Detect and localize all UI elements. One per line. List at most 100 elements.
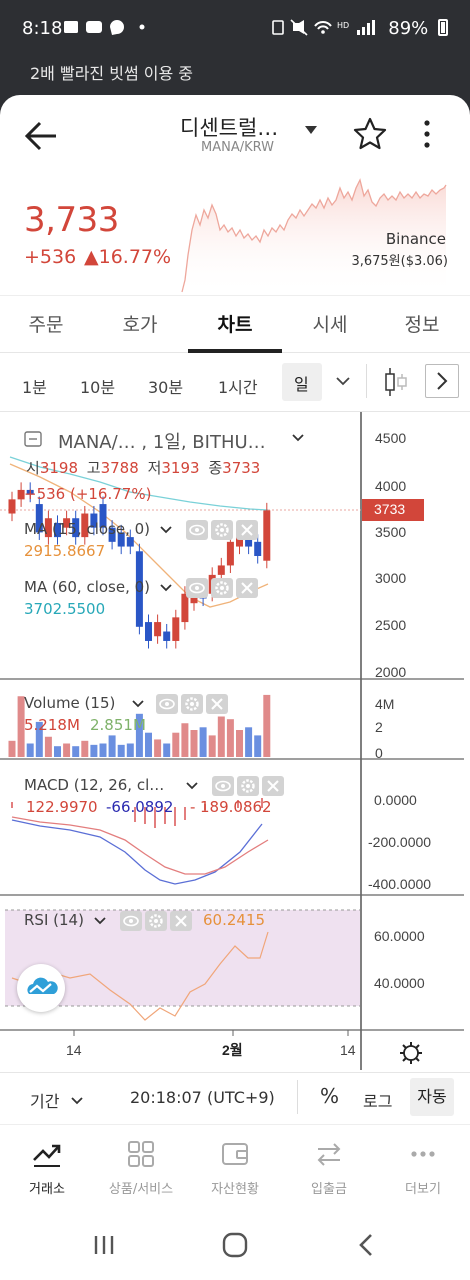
rsi-chevron-icon[interactable] xyxy=(94,917,106,925)
recent-apps-icon[interactable] xyxy=(92,1234,116,1256)
volume-bar xyxy=(8,740,16,757)
tab-market-price[interactable]: 시세 xyxy=(312,314,348,336)
change-line: +536 (+16.77%) xyxy=(24,485,152,503)
interval-chevron-down-icon[interactable] xyxy=(336,376,350,386)
tab-bar: 주문 호가 차트 시세 정보 xyxy=(0,295,470,353)
clock-display[interactable]: 20:18:07 (UTC+9) xyxy=(130,1088,275,1107)
volume-axis-tick: 4M xyxy=(375,696,395,712)
ma60-chevron-icon[interactable] xyxy=(160,584,172,592)
candle xyxy=(26,489,34,495)
back-button[interactable] xyxy=(22,118,62,154)
auto-scale-button[interactable]: 자동 xyxy=(410,1078,454,1116)
volume-axis-tick: 0 xyxy=(375,745,383,761)
arrow-left-icon xyxy=(24,121,56,151)
volume-bars xyxy=(8,694,271,757)
collapse-legend-icon[interactable] xyxy=(24,431,42,447)
tab-orderbook[interactable]: 호가 xyxy=(122,314,158,336)
interval-day-button[interactable]: 일 xyxy=(282,363,322,401)
gear-icon xyxy=(149,914,163,928)
chart-symbol-header[interactable]: MANA/… , 1일, BITHU… xyxy=(58,432,266,453)
eye-icon xyxy=(189,524,205,536)
interval-30min[interactable]: 30분 xyxy=(148,378,184,397)
volume-bar xyxy=(54,746,61,757)
ma60-settings-button[interactable] xyxy=(211,578,233,598)
chart-settings-gear-icon[interactable] xyxy=(398,1040,424,1066)
price-change: +536 xyxy=(24,246,77,268)
page-title[interactable]: 디센트럴… xyxy=(180,116,279,140)
macd-chevron-icon[interactable] xyxy=(186,782,198,790)
nav-assets[interactable]: 자산현황 xyxy=(188,1140,282,1197)
home-icon[interactable] xyxy=(222,1232,248,1258)
volume-chevron-icon[interactable] xyxy=(132,700,144,708)
interval-day-label: 일 xyxy=(294,375,309,394)
active-tab-indicator xyxy=(188,349,282,353)
volume-visibility-button[interactable] xyxy=(156,694,178,714)
ma15-visibility-button[interactable] xyxy=(186,520,208,540)
nav-more[interactable]: 더보기 xyxy=(376,1140,470,1197)
price-change-percent: ▲16.77% xyxy=(84,246,172,268)
candle xyxy=(81,513,89,538)
close-icon xyxy=(211,698,223,710)
ma60-remove-button[interactable] xyxy=(236,578,258,598)
volume-bar xyxy=(72,746,80,757)
macd-value-3: 189.0862 xyxy=(200,798,272,816)
candle xyxy=(126,537,134,547)
system-navigation-bar xyxy=(0,1210,470,1280)
interval-next-button[interactable] xyxy=(425,364,459,398)
interval-divider xyxy=(366,364,367,398)
candle xyxy=(245,537,253,547)
percent-scale-button[interactable]: % xyxy=(320,1084,340,1108)
period-label: 기간 xyxy=(30,1092,60,1111)
volume-bar xyxy=(190,730,198,757)
volume-bar xyxy=(263,694,271,757)
candle xyxy=(17,489,25,500)
chevron-down-icon[interactable] xyxy=(292,434,304,442)
tab-chart[interactable]: 차트 xyxy=(217,314,253,336)
volume-settings-button[interactable] xyxy=(181,694,203,714)
interval-1min[interactable]: 1분 xyxy=(22,378,47,397)
interval-1hour[interactable]: 1시간 xyxy=(218,378,258,397)
ma15-settings-button[interactable] xyxy=(211,520,233,540)
grid-icon xyxy=(128,1141,154,1167)
nav-deposit-withdraw[interactable]: 입출금 xyxy=(282,1140,376,1197)
interval-10min[interactable]: 10분 xyxy=(80,378,116,397)
log-scale-button[interactable]: 로그 xyxy=(363,1092,393,1111)
nav-products-label: 상품/서비스 xyxy=(108,1182,174,1197)
chart-overlay: MANA/… , 1일, BITHU… 시3198 고3788 저3193 종3… xyxy=(0,412,470,1070)
candlestick-type-icon[interactable] xyxy=(384,366,408,398)
nav-deposit-withdraw-label: 입출금 xyxy=(311,1182,347,1197)
tradingview-logo[interactable] xyxy=(17,964,65,1012)
chevron-down-icon[interactable] xyxy=(304,120,318,134)
rsi-axis-tick: 60.0000 xyxy=(374,928,425,944)
macd-visibility-button[interactable] xyxy=(212,776,234,796)
more-button[interactable] xyxy=(414,116,440,152)
tab-info[interactable]: 정보 xyxy=(404,314,440,336)
rsi-settings-button[interactable] xyxy=(145,911,167,931)
candle xyxy=(254,541,262,556)
volume-remove-button[interactable] xyxy=(206,694,228,714)
nav-products[interactable]: 상품/서비스 xyxy=(94,1140,188,1197)
ma60-line xyxy=(9,456,269,511)
ma15-chevron-icon[interactable] xyxy=(160,526,172,534)
ma60-visibility-button[interactable] xyxy=(186,578,208,598)
macd-signal-line xyxy=(11,816,269,875)
trending-up-icon xyxy=(33,1144,61,1167)
low-value: 3193 xyxy=(161,459,200,477)
volume-bar xyxy=(208,735,216,757)
nav-exchange[interactable]: 거래소 xyxy=(0,1140,94,1197)
period-selector[interactable]: 기간 xyxy=(30,1088,83,1112)
candle xyxy=(8,499,16,514)
macd-label: MACD (12, 26, cl… xyxy=(24,776,165,794)
eye-icon xyxy=(123,915,139,927)
rsi-remove-button[interactable] xyxy=(170,911,192,931)
candle xyxy=(145,622,152,641)
price-tag xyxy=(362,499,424,521)
favorite-button[interactable] xyxy=(352,116,388,152)
tab-order[interactable]: 주문 xyxy=(28,314,64,336)
back-nav-icon[interactable] xyxy=(356,1232,376,1258)
macd-settings-button[interactable] xyxy=(237,776,259,796)
ma15-remove-button[interactable] xyxy=(236,520,258,540)
rsi-visibility-button[interactable] xyxy=(120,911,142,931)
macd-remove-button[interactable] xyxy=(262,776,284,796)
macd-histogram xyxy=(11,798,263,828)
